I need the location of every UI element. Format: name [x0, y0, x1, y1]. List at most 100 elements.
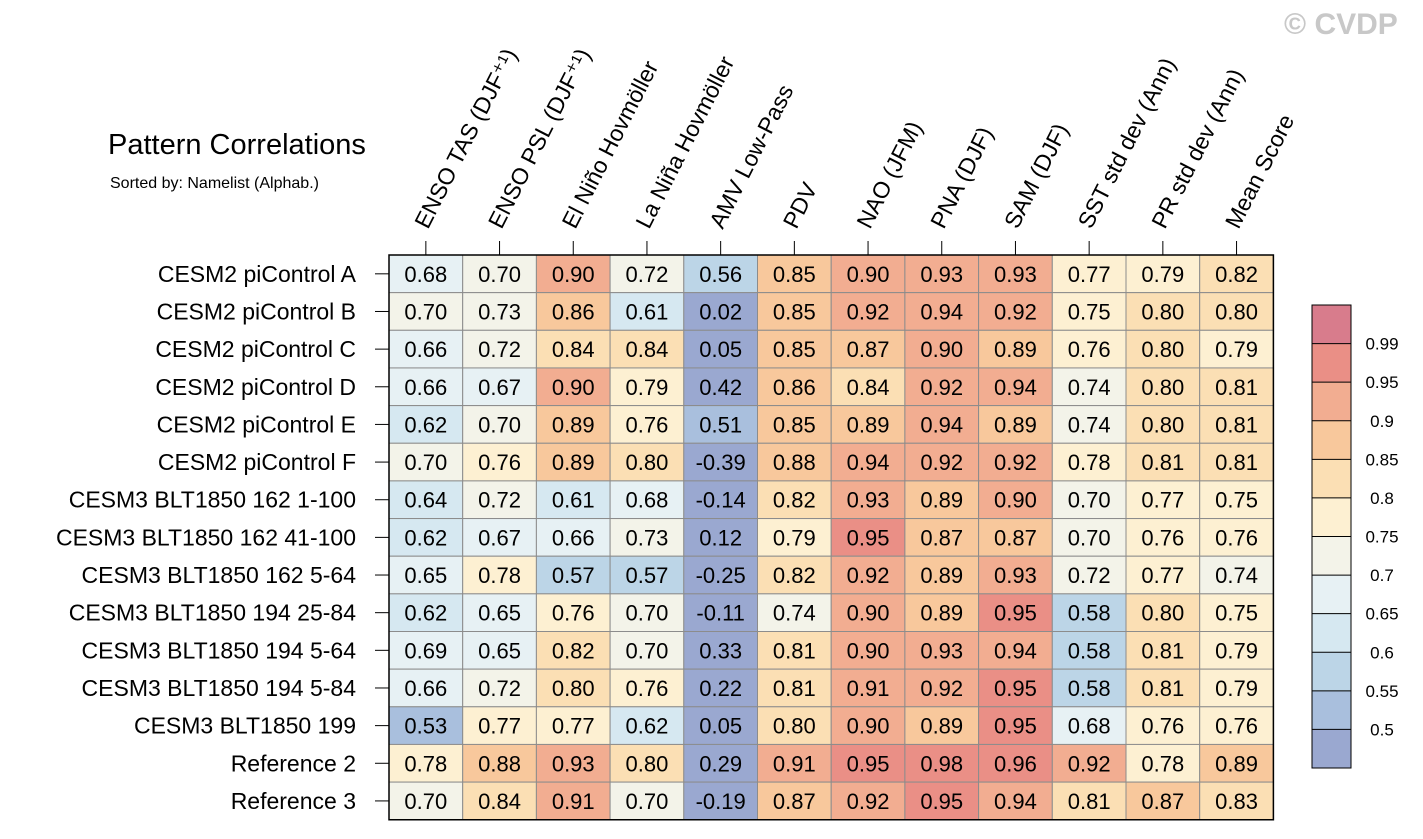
cell-value: 0.70	[1068, 488, 1111, 513]
heatmap-cell	[978, 405, 1053, 444]
heatmap-cell	[1051, 743, 1127, 783]
row-label: CESM2 piControl B	[157, 298, 356, 324]
cell-value: 0.75	[1215, 488, 1258, 513]
cell-value: 0.87	[773, 789, 816, 814]
cell-value: 0.83	[1215, 789, 1258, 814]
heatmap-cell	[830, 668, 906, 708]
cell-value: 0.90	[994, 488, 1037, 513]
cell-value: 0.70	[626, 789, 669, 814]
heatmap-cell	[830, 254, 906, 294]
column-label: NAO (JFM)	[851, 117, 927, 232]
cell-value: 0.61	[626, 299, 669, 324]
column-label: Mean Score	[1220, 110, 1299, 232]
cell-value: 0.89	[920, 714, 963, 739]
row-label: CESM2 piControl C	[155, 336, 356, 362]
row-label: CESM3 BLT1850 162 5-64	[82, 562, 357, 588]
heatmap-cell	[683, 292, 758, 331]
cell-value: 0.74	[773, 601, 816, 626]
row-labels: CESM2 piControl A CESM2 piControl B CESM2 …	[56, 261, 389, 814]
cell-value: 0.89	[552, 450, 595, 475]
cell-value: 0.33	[699, 638, 742, 663]
cell-value: 0.89	[920, 563, 963, 588]
cell-value: 0.58	[1068, 638, 1111, 663]
colorbar-tick-label: 0.75	[1365, 528, 1398, 547]
heatmap-cell	[462, 593, 537, 632]
row-label: CESM3 BLT1850 194 25-84	[69, 600, 356, 626]
cell-value: 0.80	[1141, 412, 1184, 437]
colorbar-tick-label: 0.95	[1365, 373, 1398, 392]
heatmap-cell	[978, 781, 1053, 821]
cell-value: 0.72	[478, 488, 521, 513]
cell-value: 0.79	[1215, 337, 1258, 362]
heatmap-cell	[757, 480, 832, 520]
cell-value: 0.96	[994, 751, 1037, 776]
cell-value: 0.70	[626, 638, 669, 663]
cell-value: 0.72	[1068, 563, 1111, 588]
heatmap-cell	[1199, 668, 1274, 708]
row-label: Reference 3	[231, 788, 356, 814]
heatmap-cell	[1125, 367, 1201, 407]
cell-value: 0.66	[552, 525, 595, 550]
cell-value: 0.91	[773, 751, 816, 776]
cell-value: 0.90	[847, 714, 890, 739]
cell-value: 0.94	[847, 450, 890, 475]
cell-value: 0.73	[478, 299, 521, 324]
cell-value: 0.74	[1215, 563, 1258, 588]
cell-value: 0.93	[847, 488, 890, 513]
heatmap-cell	[609, 555, 685, 595]
cell-value: 0.85	[773, 299, 816, 324]
cell-value: 0.92	[847, 789, 890, 814]
cell-value: 0.95	[994, 676, 1037, 701]
heatmap-cell	[830, 743, 906, 783]
cell-value: 0.92	[994, 450, 1037, 475]
heatmap-cell	[683, 518, 758, 557]
cell-value: 0.58	[1068, 676, 1111, 701]
heatmap-cell	[388, 405, 464, 444]
row-label: CESM3 BLT1850 194 5-64	[82, 637, 357, 663]
heatmap-cell	[462, 367, 537, 407]
heatmap-cell	[904, 555, 980, 595]
cell-value: 0.81	[1215, 450, 1258, 475]
colorbar-bin	[1312, 382, 1351, 421]
cell-value: 0.87	[994, 525, 1037, 550]
heatmap-cell	[1051, 518, 1127, 557]
heatmap-cell	[757, 442, 832, 482]
heatmap-cell	[535, 743, 611, 783]
heatmap-cell	[1199, 631, 1274, 670]
heatmap-cell	[1125, 518, 1201, 557]
cell-value: -0.14	[696, 488, 746, 513]
colorbar-bin	[1312, 459, 1351, 498]
cell-value: 0.81	[1215, 412, 1258, 437]
cell-value: 0.70	[478, 262, 521, 287]
cell-value: 0.90	[920, 337, 963, 362]
heatmap-cell	[1051, 405, 1127, 444]
cell-value: 0.62	[404, 601, 447, 626]
cell-value: 0.88	[478, 751, 521, 776]
heatmap-cell	[830, 518, 906, 557]
heatmap-cell	[388, 367, 464, 407]
heatmap-cell	[1051, 555, 1127, 595]
heatmap-cell	[1199, 555, 1274, 595]
cell-value: 0.94	[994, 789, 1037, 814]
cell-value: 0.89	[552, 412, 595, 437]
cell-value: 0.92	[920, 375, 963, 400]
heatmap-cell	[1051, 480, 1127, 520]
heatmap-cell	[978, 442, 1053, 482]
cell-value: 0.57	[626, 563, 669, 588]
cell-value: 0.42	[699, 375, 742, 400]
cell-value: 0.77	[478, 714, 521, 739]
cell-value: 0.95	[994, 601, 1037, 626]
cell-value: 0.73	[626, 525, 669, 550]
cell-value: 0.90	[552, 262, 595, 287]
cell-value: 0.79	[1141, 262, 1184, 287]
cell-value: 0.66	[404, 676, 447, 701]
cell-value: 0.65	[404, 563, 447, 588]
colorbar-bin	[1312, 305, 1351, 344]
cell-value: -0.25	[696, 563, 746, 588]
cell-value: 0.94	[920, 299, 963, 324]
cell-value: 0.62	[404, 525, 447, 550]
cell-value: 0.61	[552, 488, 595, 513]
cell-value: 0.90	[847, 601, 890, 626]
cell-value: 0.84	[552, 337, 595, 362]
cell-value: 0.80	[1215, 299, 1258, 324]
